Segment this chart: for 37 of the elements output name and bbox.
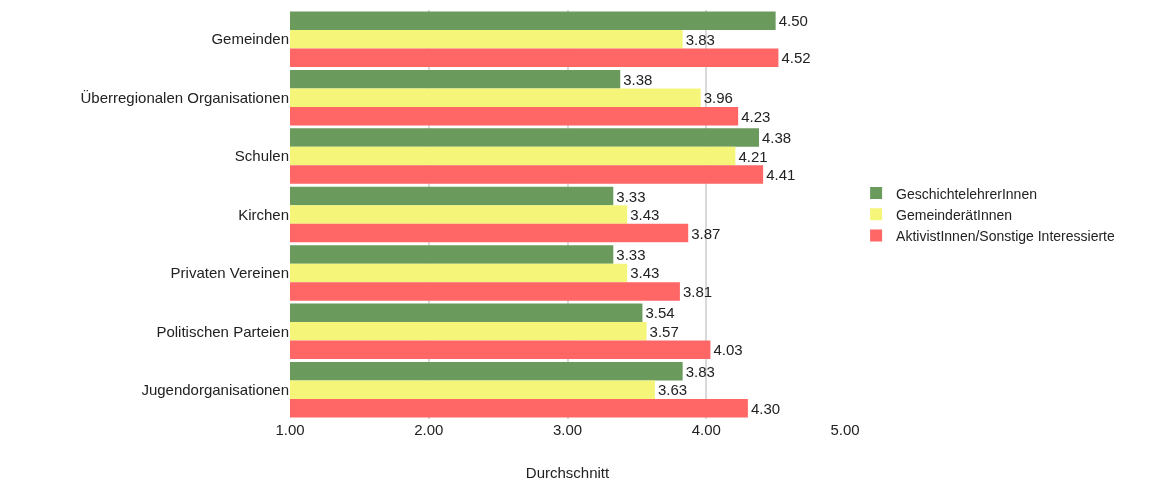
y-tick-label: Politischen Parteien — [156, 322, 289, 340]
data-label: 4.23 — [741, 107, 771, 125]
y-tick-label: Privaten Vereinen — [170, 264, 289, 282]
x-tick-label: 4.00 — [691, 421, 721, 438]
data-label: 4.21 — [738, 147, 768, 165]
y-tick-label: Gemeinden — [211, 30, 289, 48]
x-tick-label: 1.00 — [275, 421, 305, 438]
data-label: 3.43 — [630, 264, 660, 282]
y-tick-label: Jugendorganisationen — [141, 381, 289, 399]
data-label: 4.03 — [713, 341, 743, 359]
data-label: 3.54 — [645, 304, 675, 322]
data-label: 3.83 — [685, 362, 715, 380]
y-tick-label: Überregionalen Organisationen — [80, 88, 289, 106]
data-label: 3.33 — [616, 187, 646, 205]
data-label: 4.52 — [781, 49, 811, 67]
legend-label: AktivistInnen/Sonstige Interessierte — [896, 227, 1115, 244]
data-label: 3.83 — [685, 30, 715, 48]
x-axis-title: Durchschnitt — [525, 464, 611, 481]
data-label: 3.43 — [630, 206, 660, 223]
x-tick-label: 2.00 — [414, 421, 444, 438]
x-tick-label: 3.00 — [552, 421, 583, 438]
y-tick-label: Schulen — [234, 147, 289, 165]
x-tick-label: 5.00 — [830, 421, 860, 438]
y-tick-label: Kirchen — [238, 205, 289, 223]
data-label: 4.50 — [778, 12, 808, 30]
data-label: 4.38 — [761, 129, 792, 147]
data-label: 3.81 — [682, 282, 713, 300]
data-label: 3.63 — [657, 381, 688, 399]
data-label: 4.41 — [766, 166, 796, 184]
data-label: 3.96 — [703, 89, 733, 107]
legend-label: GemeinderätInnen — [896, 206, 1013, 223]
data-label: 3.87 — [691, 224, 721, 242]
data-label: 3.57 — [649, 322, 679, 340]
data-label: 4.30 — [750, 399, 781, 417]
data-label: 3.33 — [616, 245, 646, 263]
legend-label: GeschichtelehrerInnen — [896, 185, 1037, 202]
data-label: 3.38 — [623, 70, 653, 88]
